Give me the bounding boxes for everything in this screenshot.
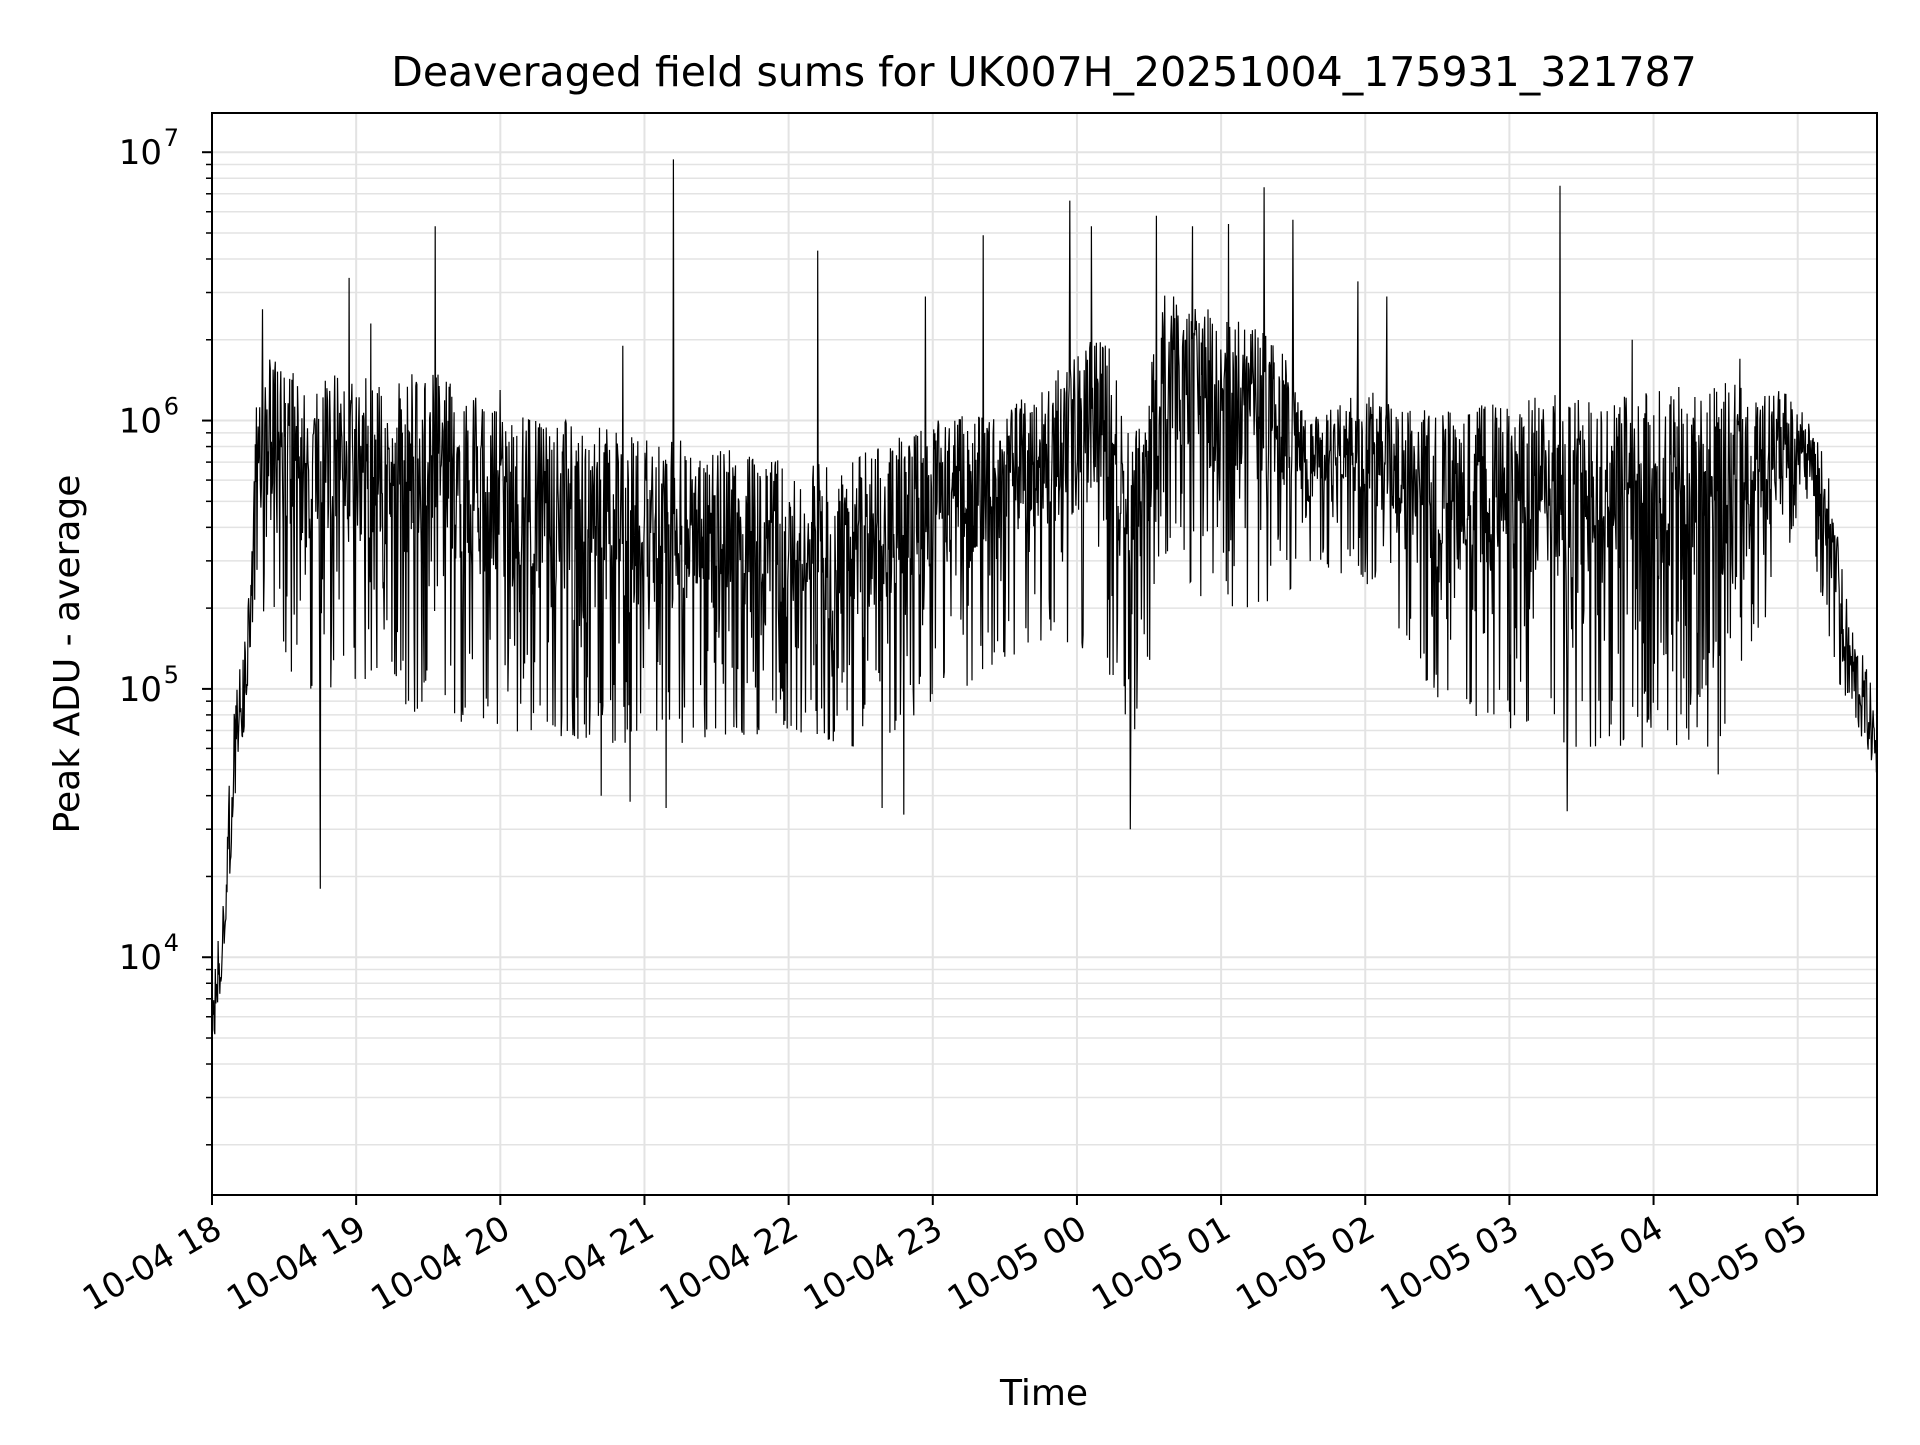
y-tick-base: 10: [119, 670, 162, 710]
y-tick-exponent: 7: [164, 124, 179, 152]
y-tick-base: 10: [119, 938, 162, 978]
y-tick-label: 10: [119, 402, 162, 442]
chart-title: Deaveraged field sums for UK007H_2025100…: [391, 48, 1696, 96]
plot-frame: [211, 112, 1878, 1196]
y-tick-exponent: 6: [164, 393, 179, 421]
x-axis-label: Time: [999, 1373, 1088, 1414]
series-line: [211, 159, 1878, 1035]
y-tick-base: 10: [119, 133, 162, 173]
y-tick-label: 10: [119, 670, 162, 710]
y-tick-base: 10: [119, 402, 162, 442]
series-layer: [211, 159, 1878, 1035]
y-axis-label: Peak ADU - average: [47, 475, 88, 834]
y-tick-label: 10: [119, 133, 162, 173]
y-tick-exponent: 5: [164, 661, 179, 689]
y-tick-exponent: 4: [164, 929, 179, 957]
y-tick-label: 10: [119, 938, 162, 978]
